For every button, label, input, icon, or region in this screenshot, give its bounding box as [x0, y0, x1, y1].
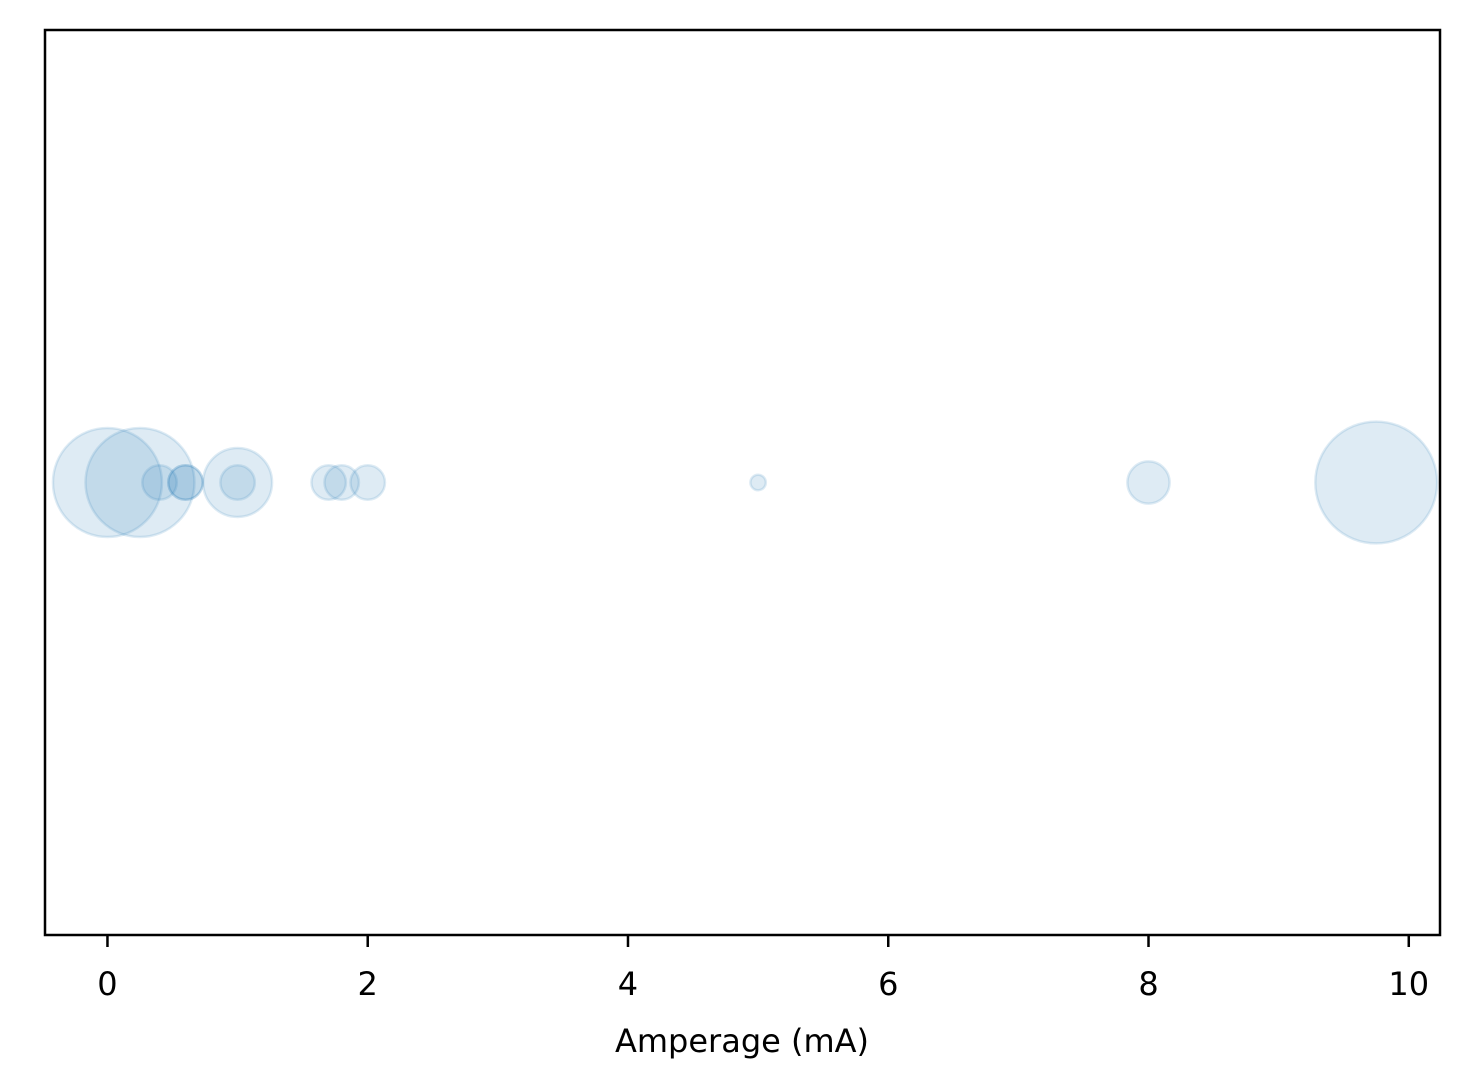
scatter-point-7: [310, 464, 348, 501]
points-layer: [51, 420, 1439, 545]
scatter-point-1: [84, 426, 196, 539]
x-tick-label-0: 0: [97, 965, 117, 1003]
plot-frame: [43, 28, 1442, 937]
scatter-point-4: [167, 464, 205, 501]
x-axis-label: Amperage (mA): [615, 1022, 869, 1060]
x-tick-label-2: 4: [618, 965, 638, 1003]
x-tick-label-5: 10: [1388, 965, 1429, 1003]
scatter-point-12: [1314, 420, 1439, 545]
x-tick-label-3: 6: [878, 965, 898, 1003]
scatter-point-0: [51, 426, 164, 539]
x-ticks: 0 2 4 6 8 10: [97, 935, 1429, 1003]
scatter-point-10: [749, 473, 768, 492]
scatter-point-2: [141, 464, 178, 501]
x-tick-label-4: 8: [1138, 965, 1158, 1003]
scatter-point-6: [219, 464, 257, 501]
x-tick-label-1: 2: [358, 965, 378, 1003]
scatter-point-11: [1126, 460, 1171, 505]
scatter-point-9: [349, 464, 387, 501]
scatter-point-5: [201, 446, 274, 519]
scatter-point-3: [167, 464, 205, 501]
scatter-point-8: [323, 464, 361, 501]
